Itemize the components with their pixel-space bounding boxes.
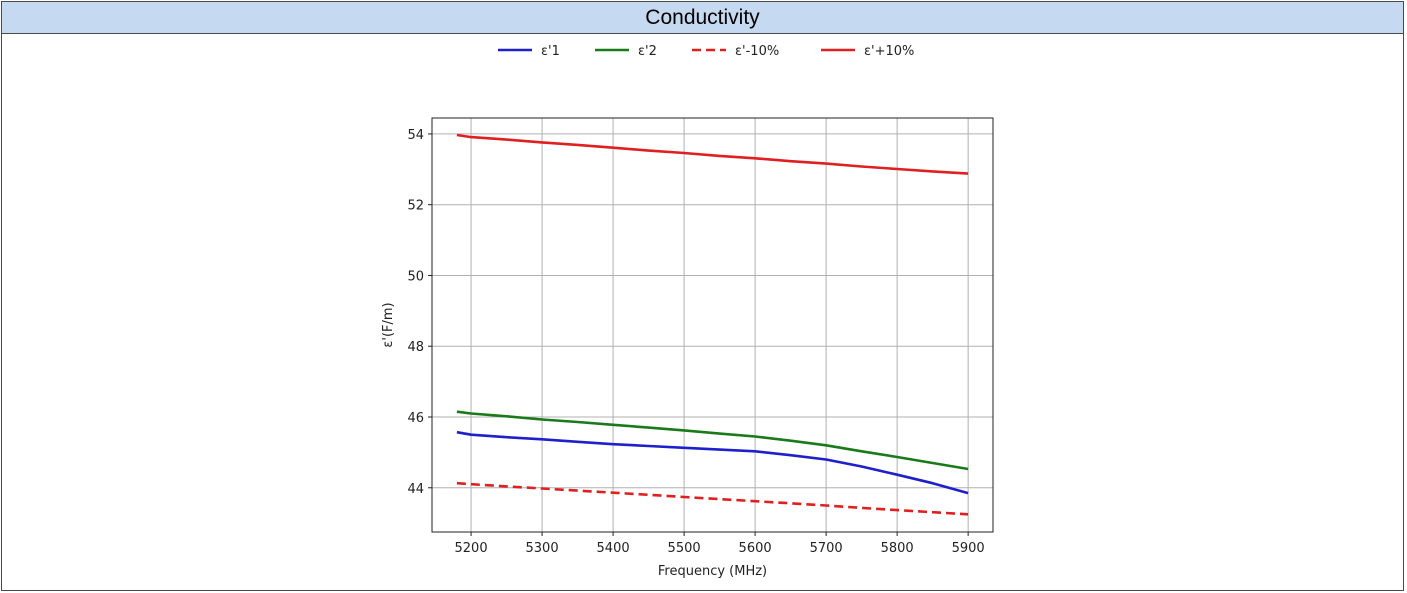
y-tick-label: 50 xyxy=(407,269,424,284)
plot-area xyxy=(431,117,994,533)
y-tick-label: 48 xyxy=(407,340,424,355)
x-tick-label: 5800 xyxy=(881,541,914,556)
series-line-4 xyxy=(456,133,969,175)
chart-series xyxy=(456,133,969,516)
series-line-1 xyxy=(456,430,969,495)
y-axis-label: ε'(F/m) xyxy=(381,302,396,347)
x-tick-label: 5200 xyxy=(455,541,488,556)
y-axis: 44 46 48 50 52 54 xyxy=(407,128,432,497)
x-tick-label: 5300 xyxy=(526,541,559,556)
x-axis: 5200 5300 5400 5500 5600 5700 5800 5900 xyxy=(455,532,985,556)
series-line-2 xyxy=(456,410,969,471)
y-tick-label: 52 xyxy=(407,199,424,214)
x-tick-label: 5600 xyxy=(739,541,772,556)
legend-label: ε'+10% xyxy=(864,44,914,59)
x-tick-label: 5500 xyxy=(668,541,701,556)
legend-label: ε'-10% xyxy=(735,44,779,59)
x-axis-label: Frequency (MHz) xyxy=(658,564,767,579)
chart-grid xyxy=(432,118,993,532)
x-tick-label: 5700 xyxy=(810,541,843,556)
x-tick-label: 5900 xyxy=(952,541,985,556)
y-tick-label: 46 xyxy=(407,411,424,426)
series-line-3 xyxy=(456,481,969,516)
y-tick-label: 44 xyxy=(407,482,424,497)
y-tick-label: 54 xyxy=(407,128,424,143)
chart-legend: ε'1 ε'2 ε'-10% ε'+10% xyxy=(498,44,914,59)
page-title: Conductivity xyxy=(2,2,1403,34)
legend-label: ε'1 xyxy=(541,44,560,59)
legend-label: ε'2 xyxy=(638,44,657,59)
x-tick-label: 5400 xyxy=(597,541,630,556)
